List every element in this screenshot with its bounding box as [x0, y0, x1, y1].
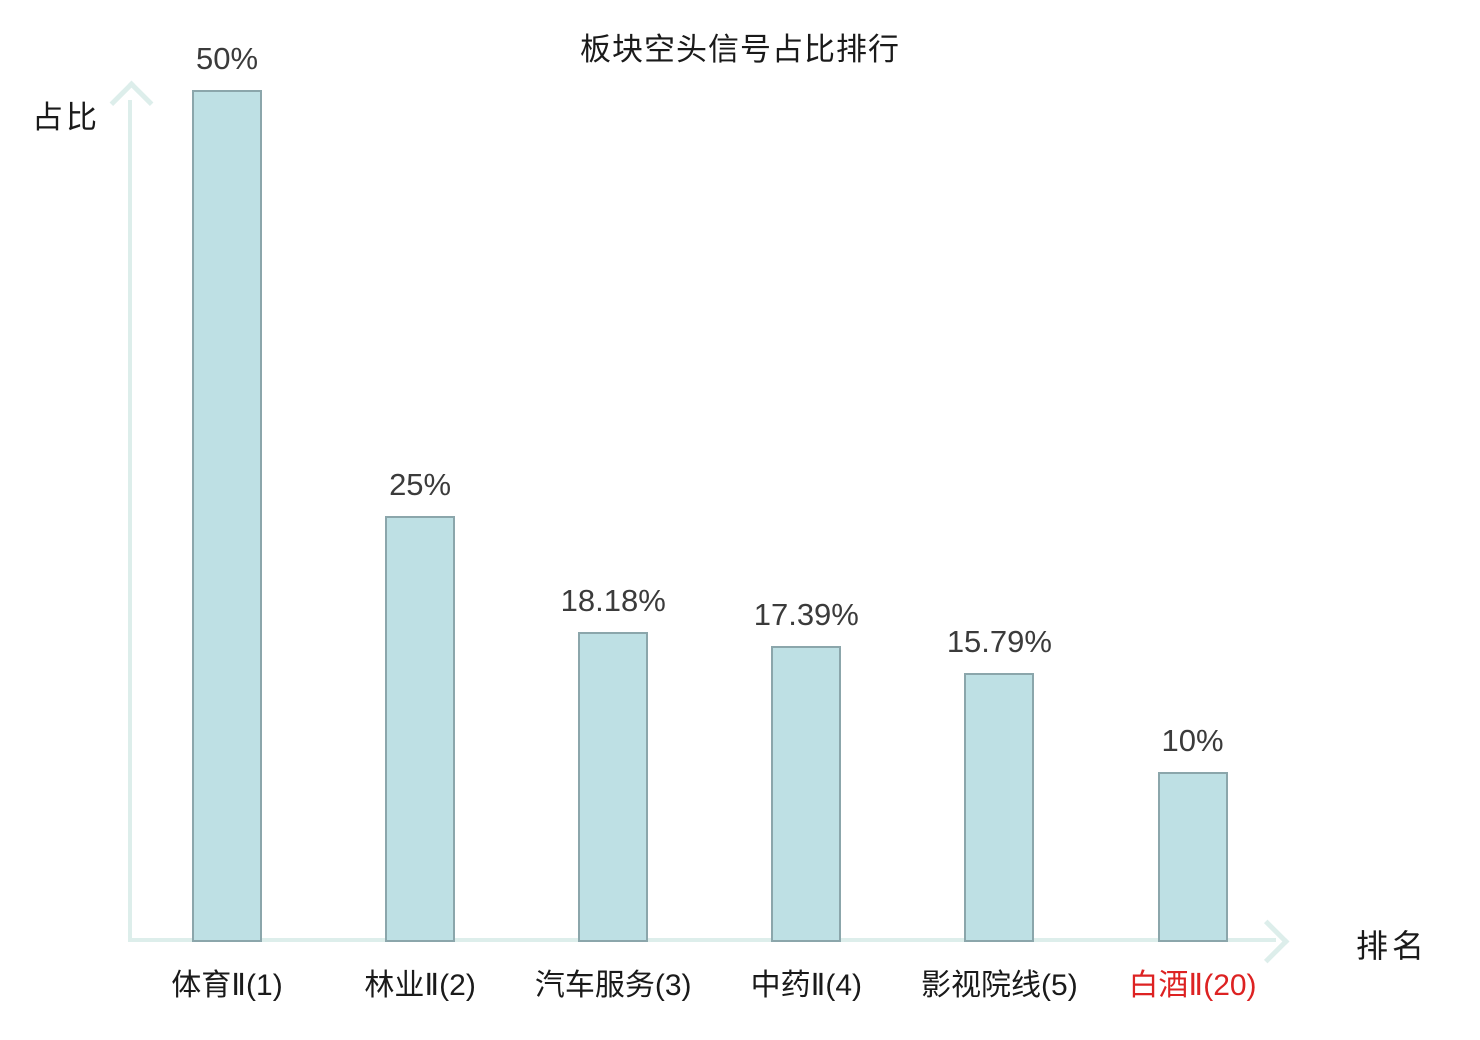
chart-title: 板块空头信号占比排行 [580, 32, 900, 67]
bar-category-label: 影视院线(5) [921, 969, 1078, 1002]
bar-value-label: 17.39% [753, 596, 859, 632]
x-axis-label: 排名 [1356, 928, 1429, 964]
bar [1157, 771, 1228, 942]
bar-category-label: 中药Ⅱ(4) [750, 969, 863, 1002]
bar-category-label: 白酒Ⅱ(20) [1128, 969, 1257, 1002]
y-axis-arrow-icon [109, 80, 154, 125]
bar-category-label: 体育Ⅱ(1) [171, 969, 283, 1002]
bar-value-label: 25% [389, 467, 452, 502]
bar [964, 672, 1035, 942]
bar-value-label: 15.79% [946, 623, 1052, 659]
y-axis-line [128, 100, 132, 942]
x-axis-line [128, 938, 1276, 942]
bar-category-label: 汽车服务(3) [534, 969, 692, 1002]
bar-value-label: 50% [195, 41, 259, 76]
bar [771, 645, 842, 942]
x-axis-arrow-icon [1245, 919, 1290, 964]
bar-value-label: 10% [1161, 722, 1224, 758]
bar [385, 516, 456, 942]
bar-value-label: 18.18% [560, 583, 666, 619]
y-axis-label: 占比 [32, 100, 100, 135]
bar-category-label: 林业Ⅱ(2) [364, 969, 476, 1002]
bar [578, 632, 649, 942]
bar [192, 90, 262, 942]
